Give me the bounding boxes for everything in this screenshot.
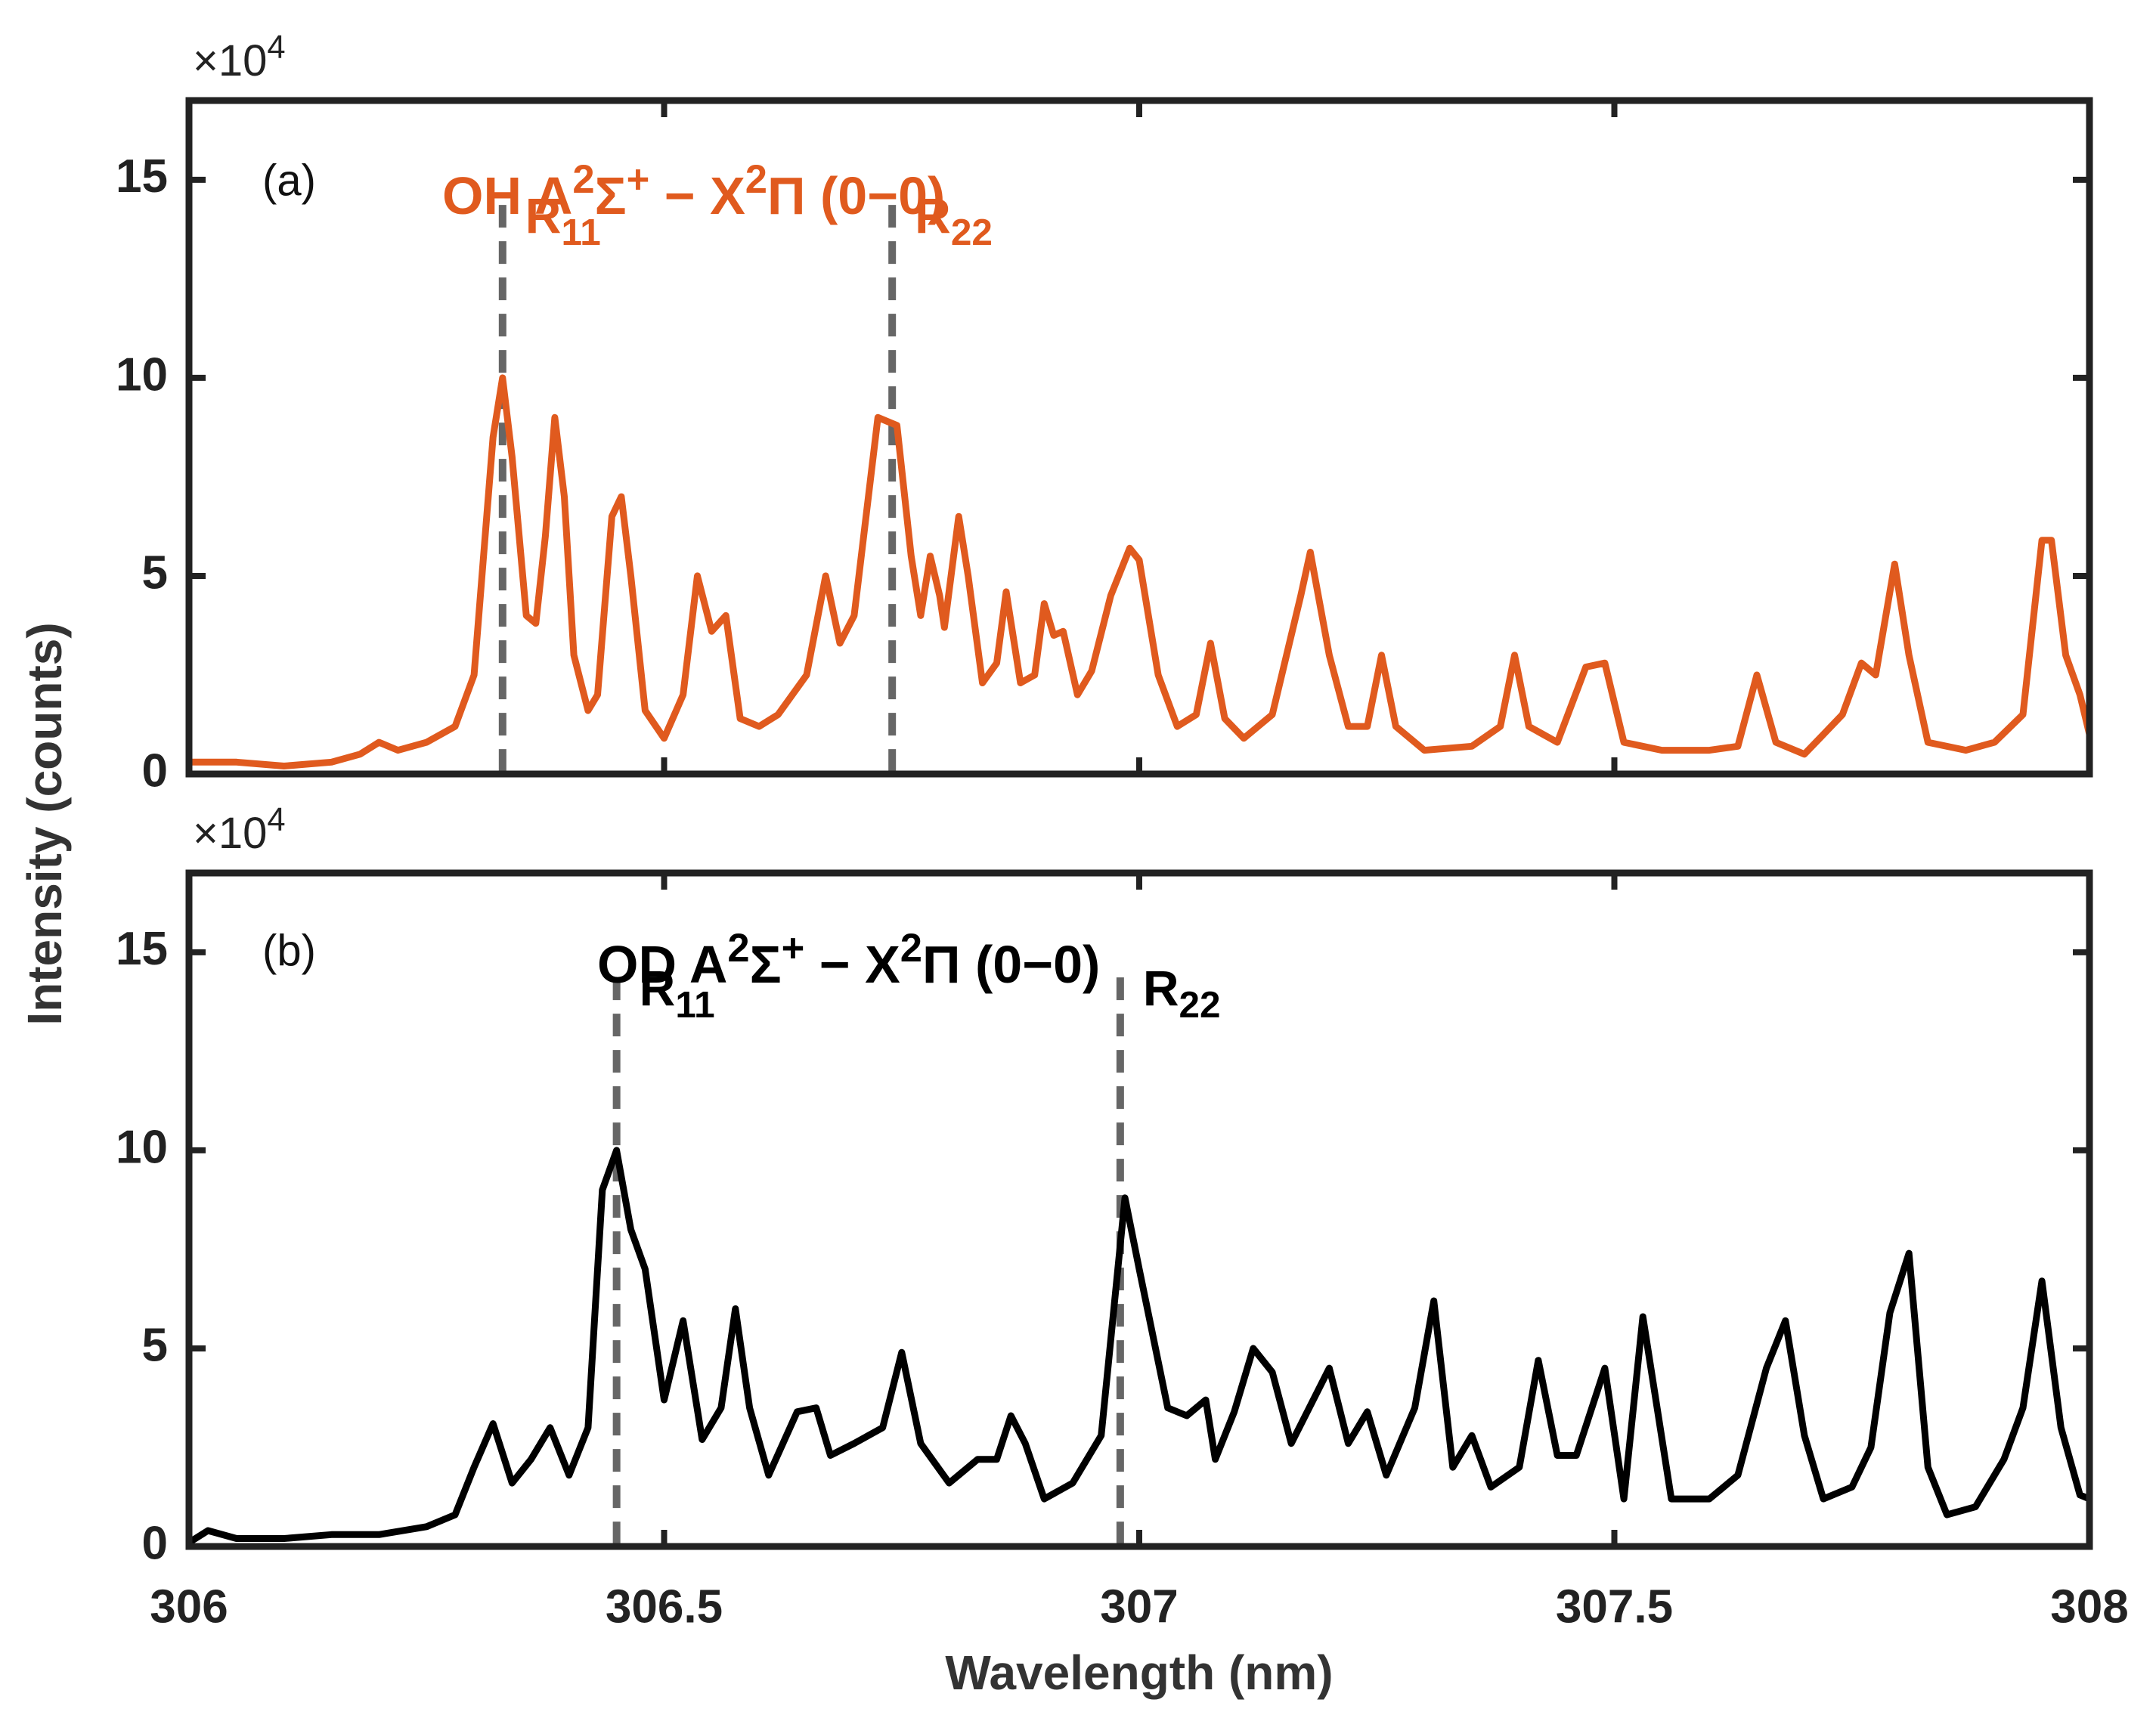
text-part: 2 (727, 926, 749, 971)
x-tick-label: 308 (2050, 1580, 2128, 1633)
text-part: Σ (595, 166, 627, 225)
line-marker-label: R22 (915, 188, 993, 254)
spectrum-line (189, 374, 2093, 769)
panel-label: (a) (262, 156, 316, 205)
y-axis-label: Intensity (counts) (17, 622, 72, 1025)
y-tick-label: 10 (116, 1121, 168, 1173)
y-tick-label: 15 (116, 150, 168, 203)
line-marker-label: R11 (640, 961, 715, 1026)
text-part: ×10 (193, 36, 267, 85)
text-part: 2 (745, 157, 767, 202)
plot-frame (185, 869, 2093, 1550)
x-axis-label: Wavelength (nm) (945, 1645, 1333, 1700)
text-part: + (782, 926, 805, 971)
text-part: 11 (561, 212, 600, 253)
text-part: 4 (267, 29, 285, 66)
text-part: 22 (1179, 984, 1221, 1026)
x-tick-label: 307 (1100, 1580, 1178, 1633)
text-part: Σ (750, 935, 782, 994)
spectrum-line (187, 1147, 2091, 1546)
text-part: R (1143, 961, 1179, 1017)
line-marker-label: R11 (525, 188, 601, 254)
axis-exponent: ×104 (193, 29, 286, 86)
y-tick-label: 5 (142, 546, 168, 599)
text-part: 22 (951, 212, 993, 253)
y-tick-label: 0 (142, 745, 168, 797)
x-tick-label: 307.5 (1556, 1580, 1673, 1633)
text-part: R (640, 961, 676, 1017)
text-part: Π (922, 935, 961, 994)
line-marker-label: R22 (1143, 961, 1221, 1026)
text-part: (0−0) (961, 935, 1101, 994)
text-part: ×10 (193, 809, 267, 858)
x-tick-label: 306.5 (606, 1580, 723, 1633)
text-part: 2 (572, 157, 594, 202)
text-part: (0−0) (806, 166, 946, 225)
y-tick-label: 15 (116, 923, 168, 975)
text-part: 4 (267, 802, 285, 838)
text-part: R (915, 188, 951, 244)
text-part: 2 (900, 926, 922, 971)
panel-title: OH A2Σ+ − X2Π (0−0) (442, 157, 945, 225)
plot-frame (185, 97, 2093, 778)
panel-title: OD A2Σ+ − X2Π (0−0) (597, 926, 1100, 994)
text-part: − X (804, 935, 900, 994)
text-part: R (525, 188, 562, 244)
text-part: + (627, 157, 650, 202)
axis-exponent: ×104 (193, 802, 286, 859)
y-tick-label: 5 (142, 1319, 168, 1371)
text-part: − X (649, 166, 745, 225)
text-part: Π (767, 166, 806, 225)
text-part: 11 (675, 984, 714, 1026)
y-tick-label: 0 (142, 1517, 168, 1569)
panel-label: (b) (262, 926, 316, 975)
x-tick-label: 306 (150, 1580, 228, 1633)
y-tick-label: 10 (116, 348, 168, 401)
text-part: OH A (442, 166, 572, 225)
text-part: OD A (597, 935, 727, 994)
